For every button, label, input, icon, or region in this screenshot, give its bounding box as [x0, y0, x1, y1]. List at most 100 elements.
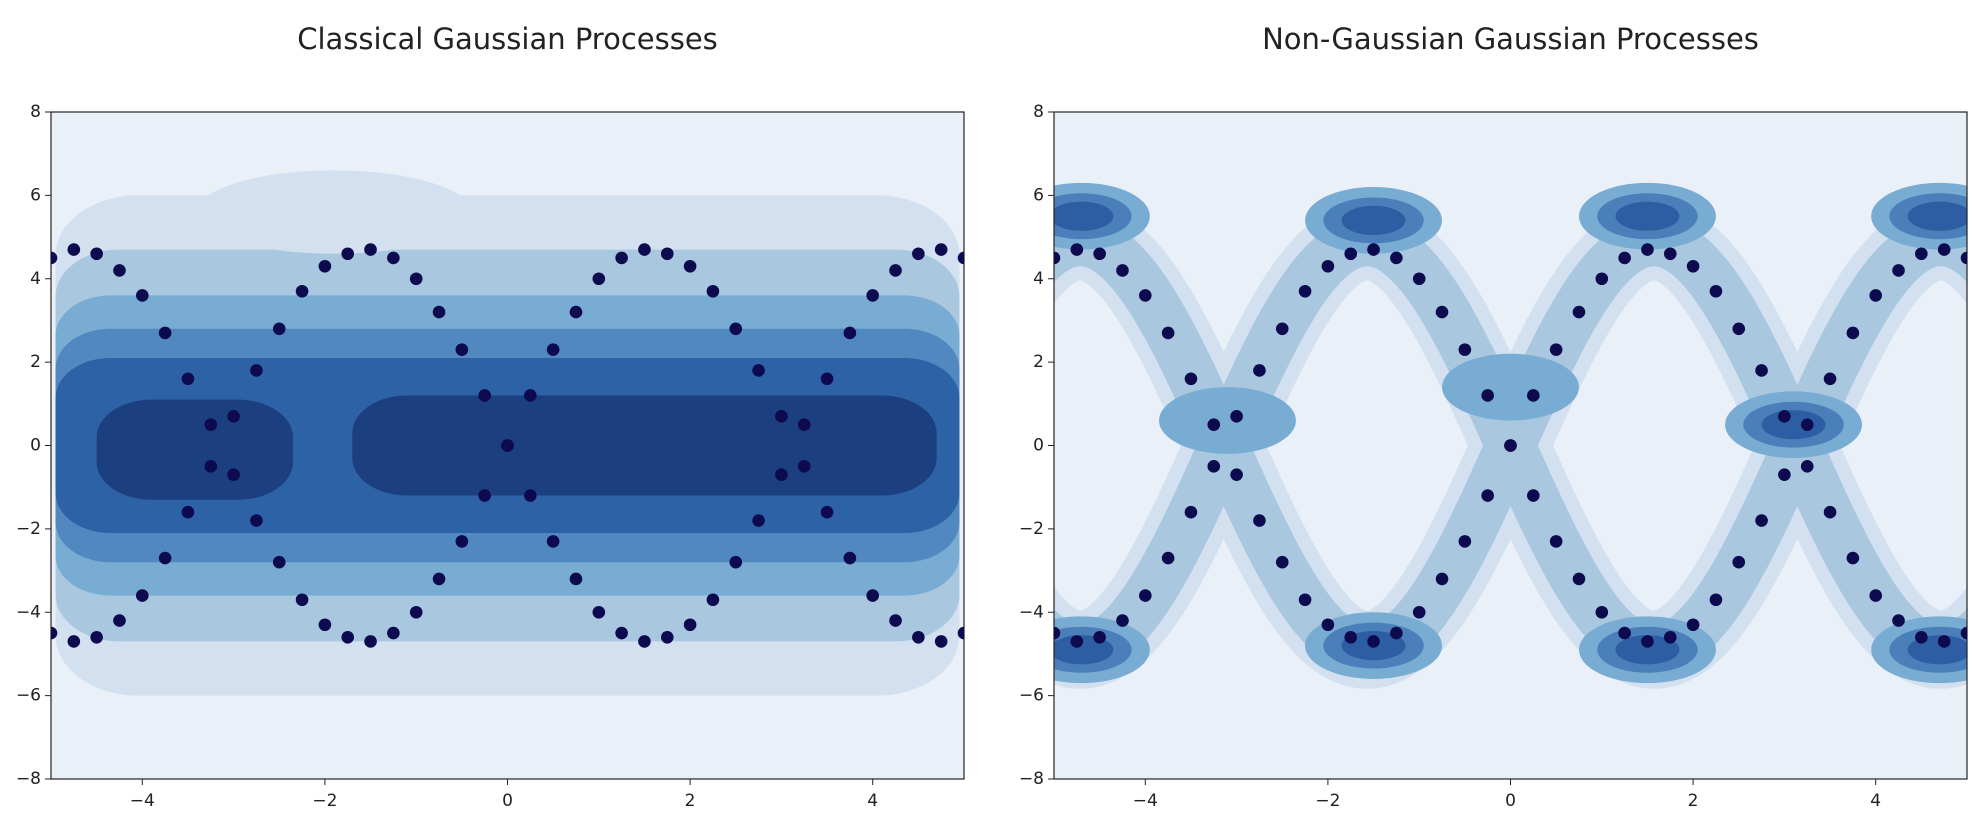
contour-peak: [1442, 353, 1579, 421]
data-point: [1800, 460, 1814, 473]
data-point: [1253, 514, 1266, 527]
data-point: [250, 514, 263, 527]
data-point: [1321, 618, 1335, 632]
data-point: [1732, 322, 1746, 336]
data-point: [1054, 626, 1061, 640]
data-point: [387, 626, 400, 640]
data-point: [1778, 468, 1791, 481]
data-point: [797, 418, 811, 431]
data-point: [455, 343, 469, 356]
data-point: [934, 635, 948, 648]
data-point: [843, 326, 857, 340]
data-point: [113, 614, 126, 627]
data-point: [1321, 259, 1335, 273]
data-point: [1846, 326, 1860, 340]
data-point: [569, 572, 583, 586]
data-point: [113, 264, 126, 277]
x-tick-label: −2: [312, 791, 337, 811]
data-point: [1344, 247, 1358, 261]
data-point: [90, 247, 103, 261]
contour-peak: [1158, 387, 1296, 454]
y-tick-label: 4: [30, 269, 41, 289]
data-point: [318, 259, 332, 273]
data-point: [1823, 505, 1837, 519]
y-tick-label: −4: [16, 602, 41, 622]
data-point: [158, 551, 172, 565]
data-point: [1230, 468, 1243, 481]
data-point: [1367, 243, 1380, 256]
y-tick-label: 4: [1033, 269, 1044, 289]
y-tick-label: 2: [1033, 352, 1044, 372]
data-point: [1572, 305, 1586, 319]
data-point: [67, 243, 81, 256]
data-point: [729, 555, 743, 569]
data-point: [1275, 322, 1289, 336]
data-point: [1915, 630, 1928, 644]
data-point: [1504, 439, 1517, 452]
x-tick-label: 4: [867, 791, 878, 811]
data-point: [1686, 618, 1700, 632]
data-point: [1572, 572, 1586, 586]
data-point: [1937, 243, 1951, 256]
data-point: [1207, 460, 1221, 473]
data-point: [615, 626, 628, 640]
data-point: [136, 289, 149, 302]
data-point: [934, 243, 948, 256]
y-tick-label: −2: [1019, 519, 1044, 539]
data-point: [592, 605, 606, 619]
y-tick-label: 0: [30, 436, 41, 456]
x-tick-label: 0: [1505, 791, 1516, 811]
data-point: [1527, 489, 1540, 502]
data-point: [660, 247, 674, 261]
data-point: [912, 247, 925, 261]
contour-bump: [197, 170, 471, 254]
data-point: [638, 635, 651, 648]
data-point: [501, 439, 514, 452]
contour-core: [352, 395, 937, 496]
data-point: [204, 418, 218, 431]
y-tick-label: −2: [16, 519, 41, 539]
data-point: [866, 589, 879, 602]
data-point: [409, 605, 423, 619]
data-point: [569, 305, 583, 319]
data-point: [1663, 247, 1677, 261]
data-point: [615, 251, 628, 265]
data-point: [1161, 326, 1175, 340]
data-point: [1892, 264, 1905, 277]
data-point: [524, 389, 537, 402]
data-point: [866, 289, 879, 302]
data-point: [775, 468, 788, 481]
data-point: [1116, 264, 1129, 277]
data-point: [1298, 284, 1312, 298]
data-point: [524, 489, 537, 502]
data-point: [1070, 243, 1084, 256]
data-point: [1641, 243, 1654, 256]
data-point: [51, 626, 58, 640]
data-point: [1230, 410, 1243, 423]
data-point: [683, 618, 697, 632]
data-point: [1253, 364, 1266, 377]
data-point: [752, 364, 765, 377]
contour-core: [96, 399, 293, 500]
data-point: [1412, 272, 1426, 286]
data-point: [1595, 605, 1609, 619]
y-tick-label: 8: [1033, 102, 1044, 122]
contour-peak: [1054, 201, 1114, 231]
x-tick-label: −2: [1315, 791, 1340, 811]
data-point: [227, 410, 240, 423]
data-point: [660, 630, 674, 644]
data-point: [1709, 284, 1723, 298]
data-point: [1298, 593, 1312, 607]
data-point: [1869, 289, 1882, 302]
y-tick-label: 8: [30, 102, 41, 122]
data-point: [1595, 272, 1609, 286]
data-point: [51, 251, 58, 265]
data-point: [295, 593, 309, 607]
data-point: [409, 272, 423, 286]
data-point: [387, 251, 400, 265]
data-point: [478, 489, 491, 502]
data-point: [1390, 251, 1403, 265]
data-point: [1732, 555, 1746, 569]
data-point: [318, 618, 332, 632]
